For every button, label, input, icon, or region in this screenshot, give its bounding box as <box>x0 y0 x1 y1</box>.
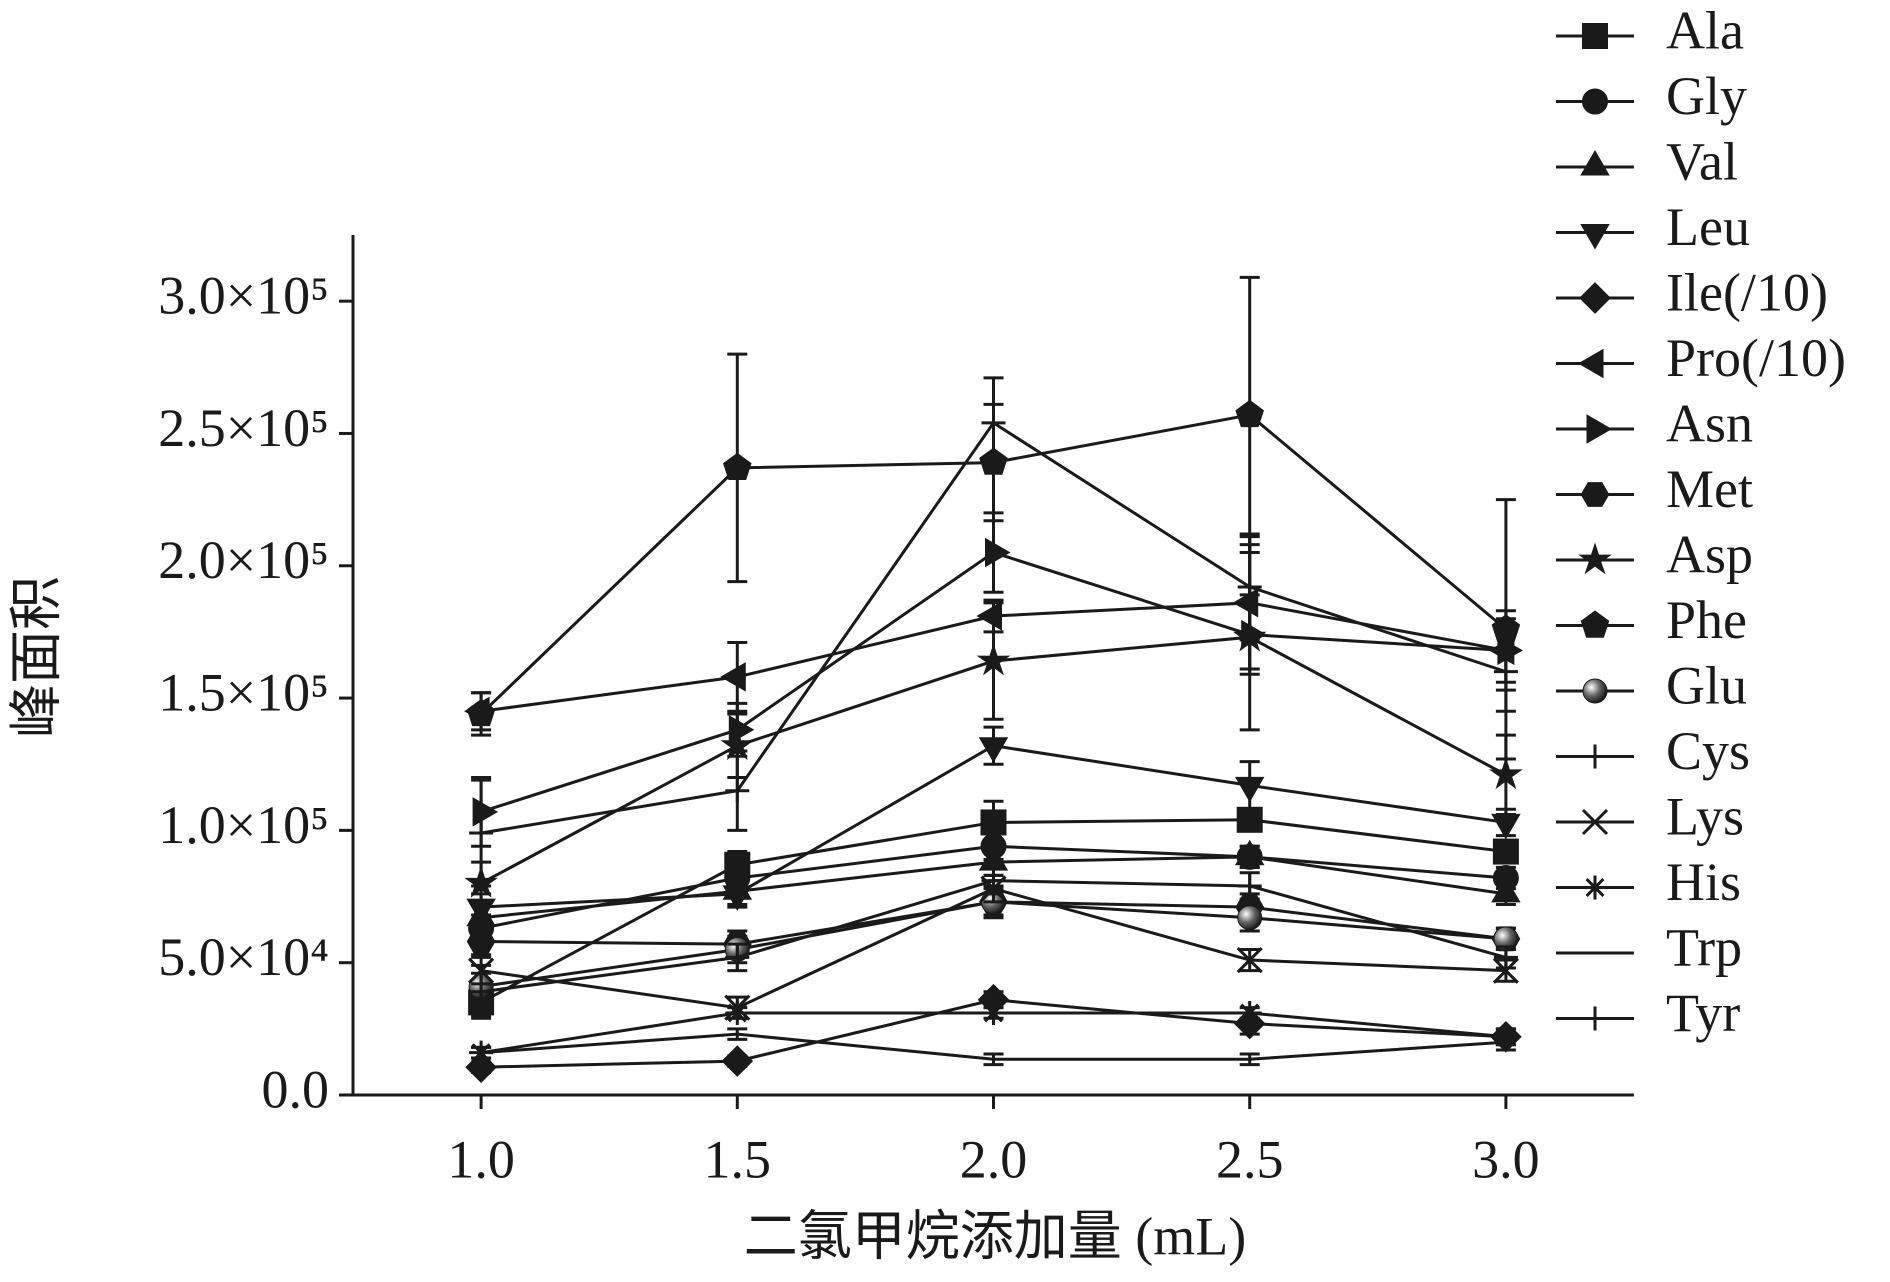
marker <box>978 737 1009 763</box>
marker <box>1580 610 1610 638</box>
error-bar <box>1239 1052 1260 1067</box>
marker <box>1237 574 1262 599</box>
marker <box>1582 678 1608 704</box>
marker <box>1237 905 1263 931</box>
marker <box>1582 88 1608 115</box>
x-tick-label: 1.0 <box>447 1129 515 1189</box>
legend-label: Val <box>1666 131 1738 191</box>
legend-label: Phe <box>1666 590 1747 650</box>
legend-label: His <box>1666 852 1741 912</box>
legend-label: Lys <box>1666 786 1744 846</box>
error-bar <box>727 1027 748 1041</box>
marker <box>472 797 499 827</box>
marker <box>1237 1000 1262 1025</box>
marker <box>466 698 496 727</box>
marker <box>1578 542 1612 575</box>
marker <box>1493 945 1518 970</box>
legend-label: Trp <box>1666 917 1742 977</box>
x-tick-label: 1.5 <box>704 1129 772 1189</box>
marker <box>1492 957 1519 984</box>
marker <box>1583 1006 1607 1031</box>
marker <box>976 643 1011 676</box>
marker <box>1497 635 1523 666</box>
marker <box>981 868 1006 893</box>
marker <box>469 821 494 846</box>
marker <box>1579 282 1611 314</box>
y-tick-label: 1.0×10⁵ <box>158 795 329 855</box>
legend-label: Cys <box>1666 721 1750 781</box>
legend-label: Leu <box>1666 197 1750 257</box>
y-tick-label: 2.0×10⁵ <box>158 530 329 590</box>
legend-label: Tyr <box>1666 983 1740 1043</box>
marker <box>981 410 1006 435</box>
marker <box>1580 224 1610 250</box>
y-tick-label: 2.5×10⁵ <box>158 398 329 458</box>
marker <box>725 778 750 803</box>
marker <box>1489 757 1523 790</box>
marker <box>725 945 750 970</box>
marker <box>985 537 1011 568</box>
legend-label: Ile(/10) <box>1666 262 1828 322</box>
marker <box>1491 813 1521 840</box>
marker <box>1236 806 1263 833</box>
y-tick-label: 5.0×10⁴ <box>158 927 329 987</box>
x-tick-label: 2.5 <box>1216 1129 1284 1189</box>
legend-label: Pro(/10) <box>1666 328 1846 388</box>
legend-label: Glu <box>1666 655 1747 715</box>
marker <box>1236 946 1263 974</box>
x-tick-label: 3.0 <box>1472 1129 1540 1189</box>
y-tick-label: 1.5×10⁵ <box>158 662 329 722</box>
x-tick-label: 2.0 <box>960 1129 1028 1189</box>
marker <box>1583 875 1607 900</box>
marker <box>1582 23 1608 49</box>
marker <box>1491 876 1521 903</box>
marker <box>1492 838 1519 865</box>
x-axis-label: 二氯甲烷添加量 (mL) <box>744 1206 1246 1266</box>
legend-label: Ala <box>1666 0 1744 60</box>
marker <box>976 601 1002 631</box>
error-bar <box>1495 1032 1516 1052</box>
marker <box>469 979 494 1004</box>
y-axis-label: 峰面积 <box>6 576 66 738</box>
marker <box>1586 414 1612 444</box>
marker <box>1578 348 1604 379</box>
marker <box>1234 839 1265 866</box>
marker <box>1234 776 1265 803</box>
marker <box>720 662 746 692</box>
marker <box>980 809 1007 836</box>
error-bar <box>983 1052 1004 1067</box>
marker <box>725 1000 750 1025</box>
legend-label: Asp <box>1666 524 1753 584</box>
legend-label: Asn <box>1666 393 1753 453</box>
marker <box>1237 873 1262 898</box>
y-tick-label: 3.0×10⁵ <box>158 266 329 326</box>
legend-label: Gly <box>1666 66 1747 126</box>
marker <box>723 452 752 480</box>
marker <box>981 1000 1006 1025</box>
marker <box>1493 659 1518 684</box>
marker <box>722 885 753 911</box>
marker <box>1581 808 1609 836</box>
legend-label: Met <box>1666 459 1753 519</box>
marker <box>721 1045 754 1077</box>
marker <box>1580 482 1610 507</box>
marker <box>1580 150 1610 176</box>
marker <box>466 929 496 954</box>
marker <box>1583 744 1607 769</box>
error-bar <box>471 1045 492 1060</box>
y-tick-label: 0.0 <box>262 1059 330 1119</box>
marker <box>1235 399 1264 428</box>
